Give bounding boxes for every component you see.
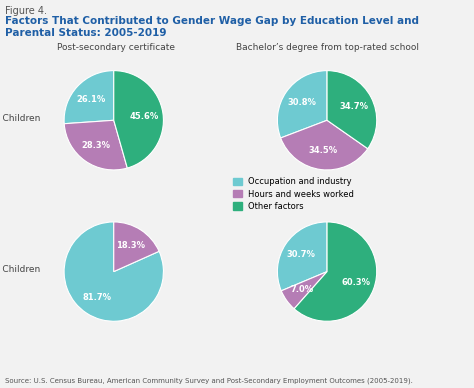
Wedge shape: [294, 222, 377, 321]
Text: Source: U.S. Census Bureau, American Community Survey and Post-Secondary Employm: Source: U.S. Census Bureau, American Com…: [5, 378, 412, 384]
Text: 34.7%: 34.7%: [340, 102, 369, 111]
Wedge shape: [64, 71, 114, 124]
Legend: Occupation and industry, Hours and weeks worked, Other factors: Occupation and industry, Hours and weeks…: [233, 177, 355, 211]
Wedge shape: [281, 120, 368, 170]
Wedge shape: [64, 222, 164, 321]
Text: 30.7%: 30.7%: [287, 250, 316, 259]
Text: Post-secondary certificate: Post-secondary certificate: [57, 43, 175, 52]
Wedge shape: [281, 272, 327, 309]
Text: 30.8%: 30.8%: [287, 98, 316, 107]
Text: 18.3%: 18.3%: [116, 241, 145, 250]
Wedge shape: [327, 71, 377, 149]
Text: Bachelor’s degree from top-rated school: Bachelor’s degree from top-rated school: [236, 43, 419, 52]
Text: 81.7%: 81.7%: [82, 293, 111, 302]
Wedge shape: [277, 71, 327, 138]
Text: 34.5%: 34.5%: [309, 146, 338, 155]
Wedge shape: [277, 222, 327, 291]
Wedge shape: [64, 120, 128, 170]
Text: Figure 4.: Figure 4.: [5, 6, 47, 16]
Text: With Children: With Children: [0, 114, 40, 123]
Text: 28.3%: 28.3%: [82, 141, 110, 150]
Text: 45.6%: 45.6%: [129, 111, 159, 121]
Text: Without Children: Without Children: [0, 265, 40, 274]
Text: Factors That Contributed to Gender Wage Gap by Education Level and
Parental Stat: Factors That Contributed to Gender Wage …: [5, 16, 419, 38]
Text: 7.0%: 7.0%: [291, 285, 314, 294]
Text: 60.3%: 60.3%: [341, 278, 370, 287]
Wedge shape: [114, 222, 159, 272]
Wedge shape: [114, 71, 164, 168]
Text: 26.1%: 26.1%: [77, 95, 106, 104]
